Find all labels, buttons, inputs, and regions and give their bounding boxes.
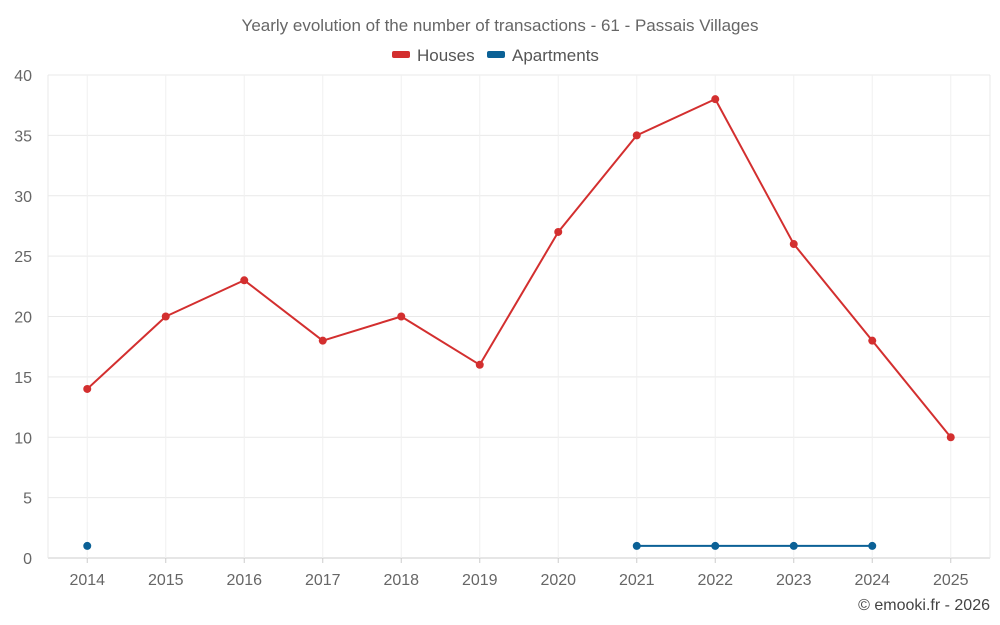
- houses-point-2021: [632, 131, 641, 140]
- houses-point-2015: [161, 312, 170, 321]
- y-tick-label: 15: [14, 370, 32, 387]
- y-tick-label: 10: [14, 430, 32, 447]
- legend-label-houses: Houses: [417, 46, 475, 65]
- legend-swatch-apartments: [487, 51, 505, 58]
- y-tick-label: 35: [14, 128, 32, 145]
- x-tick-label: 2017: [305, 572, 341, 589]
- houses-point-2024: [868, 336, 877, 345]
- credit-text: © emooki.fr - 2026: [858, 597, 990, 614]
- x-tick-label: 2018: [383, 572, 419, 589]
- series-apartments: [83, 541, 877, 550]
- apartments-point-2022: [711, 541, 720, 550]
- apartments-point-2021: [632, 541, 641, 550]
- houses-point-2014: [83, 384, 92, 393]
- x-tick-label: 2025: [933, 572, 969, 589]
- houses-point-2022: [711, 95, 720, 104]
- y-tick-label: 5: [23, 491, 32, 508]
- houses-point-2025: [946, 433, 955, 442]
- x-tick-label: 2023: [776, 572, 812, 589]
- series-layer: [83, 95, 955, 550]
- houses-point-2020: [554, 227, 563, 236]
- y-tick-label: 0: [23, 551, 32, 568]
- grid: [47, 74, 991, 559]
- houses-point-2016: [240, 276, 249, 285]
- chart-title: Yearly evolution of the number of transa…: [242, 16, 759, 35]
- x-tick-label: 2022: [697, 572, 733, 589]
- y-tick-label: 20: [14, 310, 32, 327]
- apartments-point-2024: [868, 541, 877, 550]
- legend-swatch-houses: [392, 51, 410, 58]
- y-tick-label: 30: [14, 189, 32, 206]
- x-tick-label: 2015: [148, 572, 184, 589]
- x-tick-label: 2019: [462, 572, 498, 589]
- apartments-point-2023: [789, 541, 798, 550]
- houses-point-2019: [475, 360, 484, 369]
- houses-line: [86, 98, 952, 438]
- x-tick-label: 2024: [854, 572, 890, 589]
- x-tick-label: 2020: [540, 572, 576, 589]
- legend: Houses Apartments: [392, 46, 599, 65]
- series-houses: [83, 95, 955, 442]
- houses-point-2018: [397, 312, 406, 321]
- x-tick-label: 2016: [226, 572, 262, 589]
- legend-label-apartments: Apartments: [512, 46, 599, 65]
- y-tick-label: 40: [14, 68, 32, 85]
- apartments-point-2014: [83, 541, 92, 550]
- houses-point-2023: [789, 240, 798, 249]
- houses-point-2017: [318, 336, 327, 345]
- x-tick-label: 2021: [619, 572, 655, 589]
- y-tick-label: 25: [14, 249, 32, 266]
- x-tick-label: 2014: [69, 572, 105, 589]
